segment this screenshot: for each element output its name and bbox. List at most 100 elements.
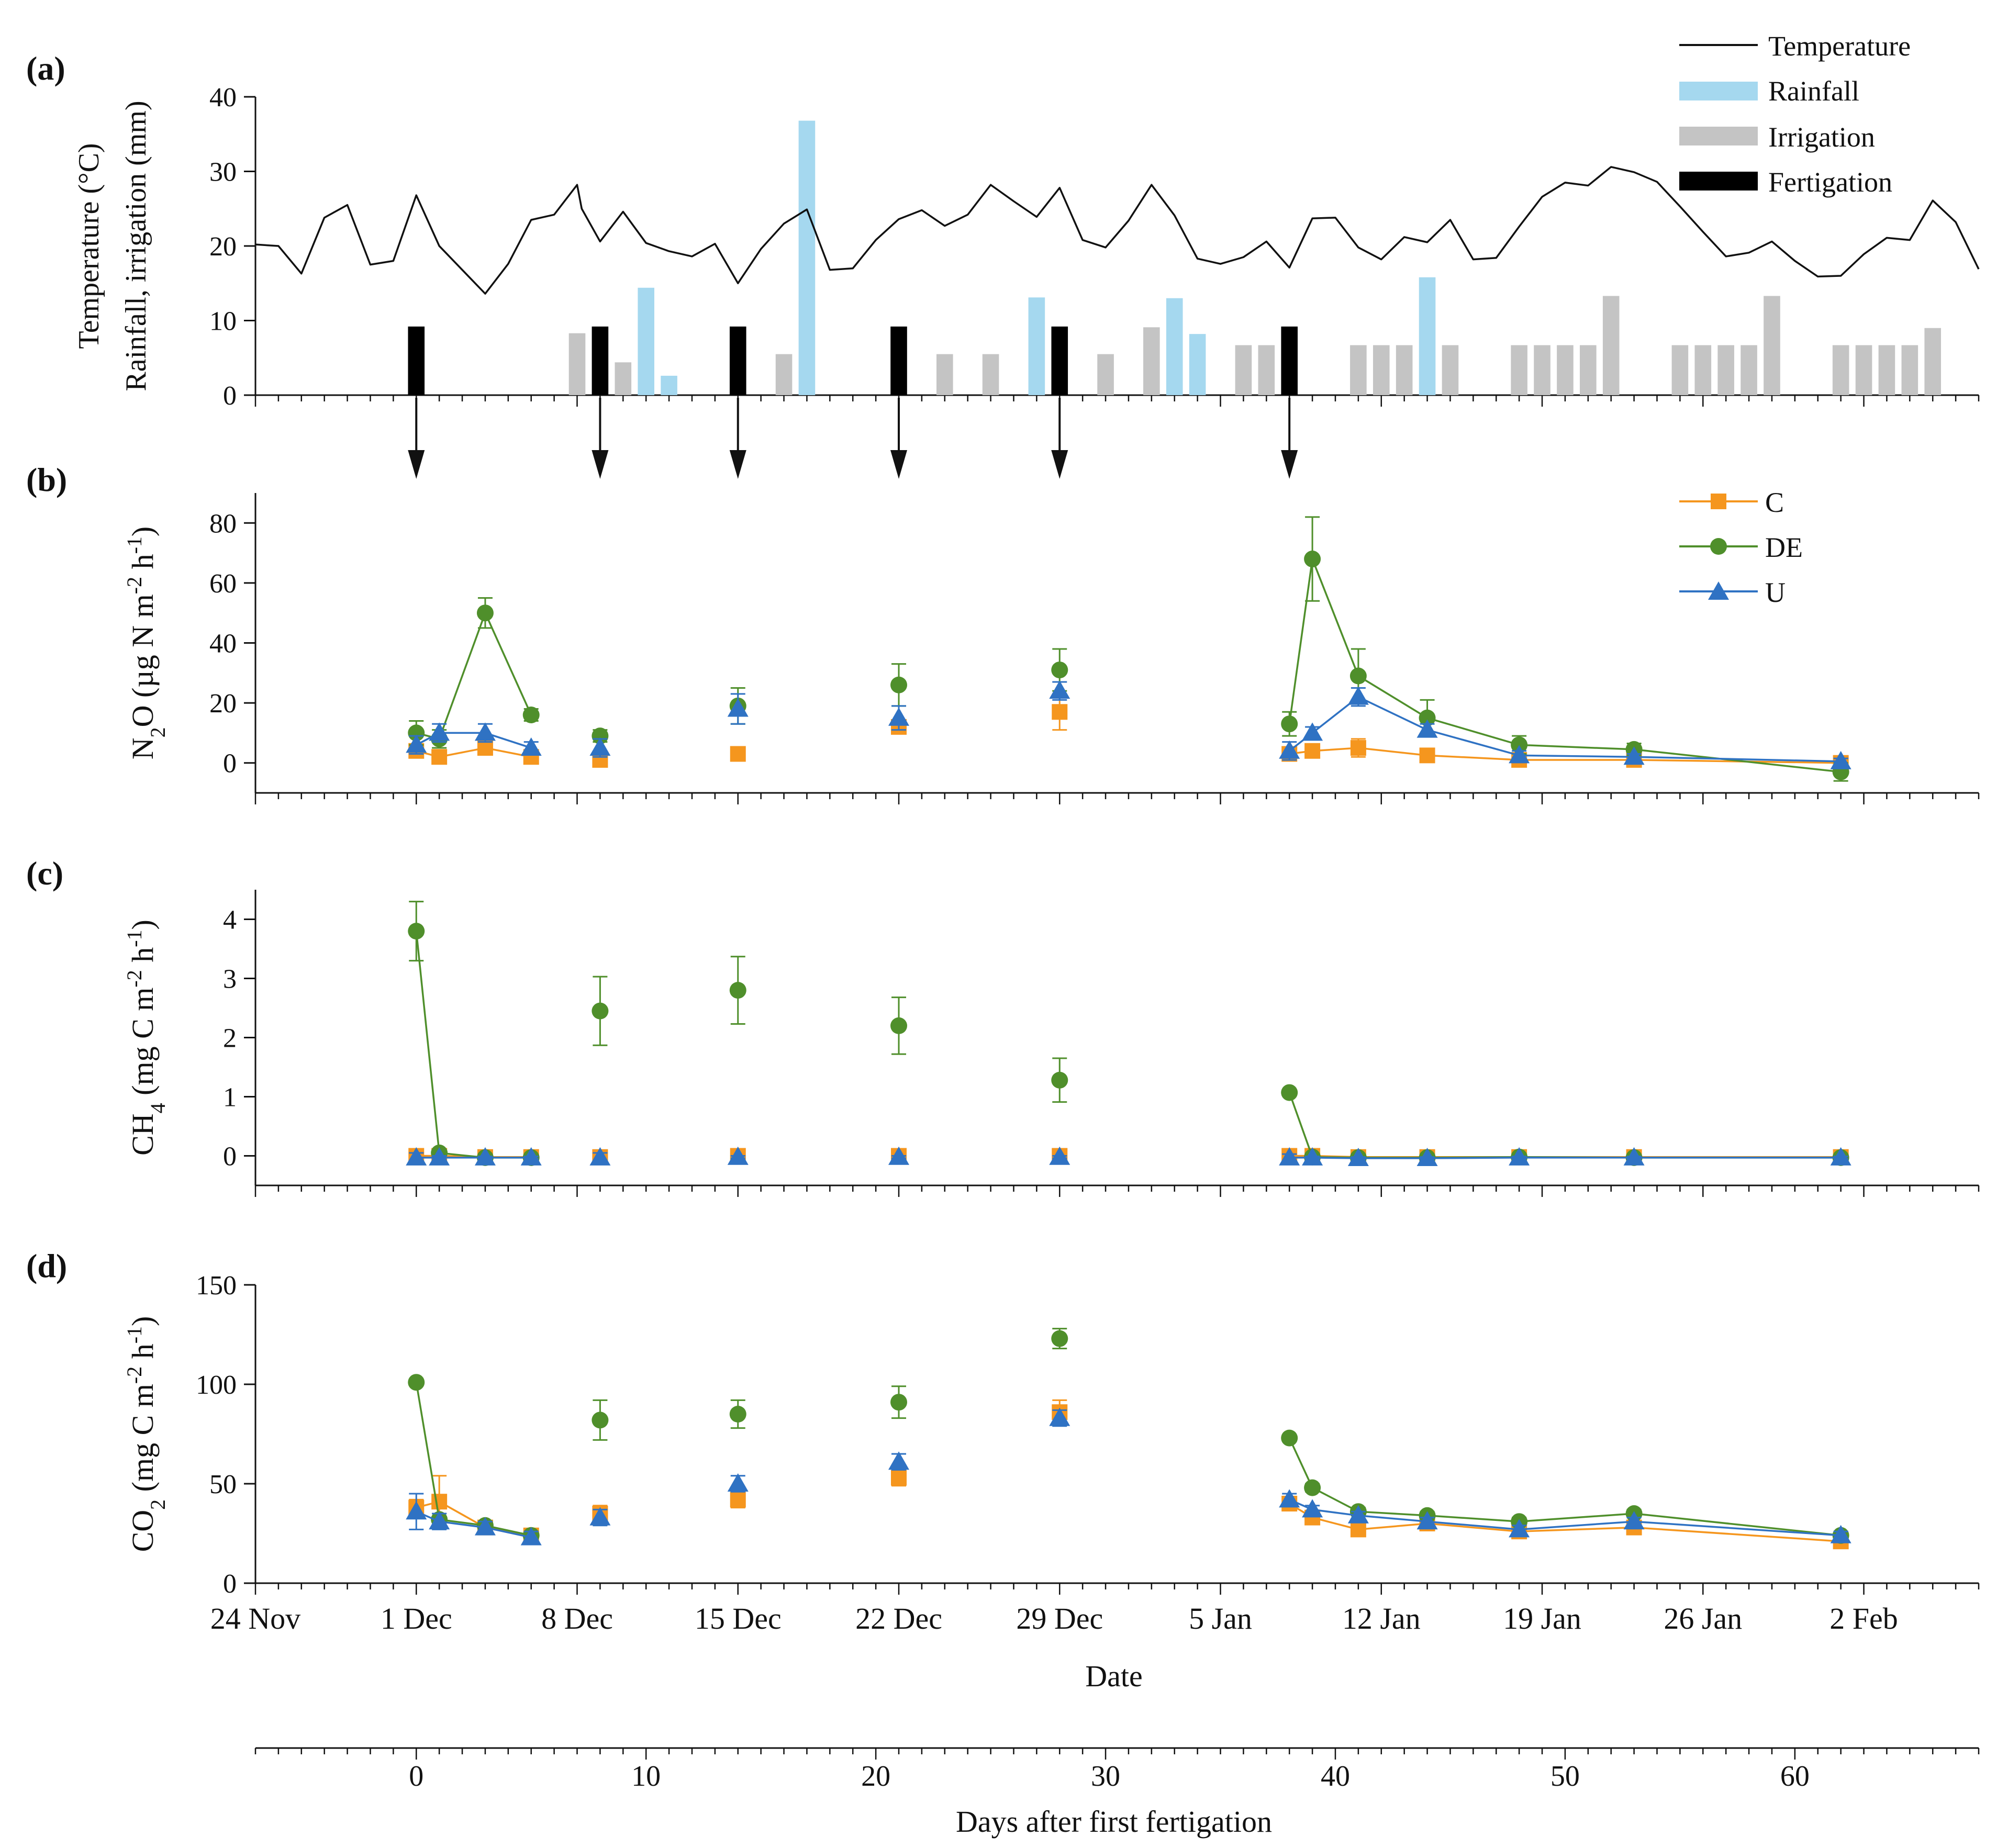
bar-rainfall bbox=[661, 375, 677, 395]
panel-b-point-de bbox=[1304, 551, 1321, 568]
panel-c-point-u bbox=[1302, 1147, 1323, 1166]
panel-d-point-u bbox=[406, 1501, 427, 1520]
bar-irrigation bbox=[1143, 327, 1160, 395]
panel-c-point-u bbox=[1347, 1148, 1369, 1167]
panel-d-ylabel-part: -2 bbox=[122, 1367, 146, 1384]
days-tick-label: 10 bbox=[631, 1760, 661, 1793]
panel-b-point-u bbox=[1416, 719, 1438, 738]
panel-b-point-u bbox=[1509, 745, 1530, 764]
panel-d-point-u bbox=[429, 1511, 450, 1530]
panel-d-point-c bbox=[431, 1494, 448, 1510]
days-tick-label: 60 bbox=[1780, 1760, 1810, 1793]
panel-c-ylabel: CH4 (mg C m-2 h-1) bbox=[122, 920, 170, 1156]
fertigation-arrows bbox=[408, 398, 1298, 479]
panel-c-ylabel-part: h bbox=[126, 947, 160, 970]
panel-a-ytick-label: 0 bbox=[223, 381, 237, 411]
panel-d-point-de bbox=[1051, 1330, 1068, 1347]
bar-irrigation bbox=[1694, 345, 1712, 395]
fertigation-arrow-head bbox=[729, 450, 746, 479]
panel-label-c: (c) bbox=[26, 855, 63, 892]
panel-b-ylabel-part: h bbox=[126, 554, 160, 577]
bar-fertigation bbox=[1281, 326, 1298, 395]
legend-swatch-fertigation bbox=[1679, 172, 1758, 191]
panel-b-point-de bbox=[1419, 709, 1436, 726]
legend-marker-u bbox=[1708, 581, 1729, 600]
panel-c-point-u bbox=[1049, 1146, 1070, 1165]
date-tick-label: 2 Feb bbox=[1829, 1601, 1898, 1636]
panel-d-ylabel: CO2 (mg C m-2 h-1) bbox=[122, 1316, 170, 1552]
legend-swatch-irrigation bbox=[1679, 127, 1758, 145]
bar-irrigation bbox=[1235, 345, 1252, 395]
panel-d-ylabel-part: -1 bbox=[122, 1326, 146, 1343]
panel-d-point-u bbox=[589, 1507, 611, 1526]
panel-d-point-u bbox=[1347, 1505, 1369, 1524]
panel-d-point-u bbox=[727, 1473, 749, 1492]
panel-c-point-de bbox=[1051, 1071, 1068, 1089]
panel-b-point-u bbox=[520, 737, 542, 756]
bar-irrigation bbox=[1671, 345, 1689, 395]
bar-irrigation bbox=[1511, 345, 1527, 395]
panel-b-ylabel-part: -2 bbox=[122, 577, 146, 594]
panel-c-ytick-label: 4 bbox=[223, 905, 237, 935]
panel-b-point-u bbox=[888, 707, 910, 726]
legend-marker-de bbox=[1710, 538, 1727, 555]
legend-label-c: C bbox=[1765, 487, 1784, 518]
date-axis-title: Date bbox=[1085, 1659, 1143, 1693]
legend-label-temperature: Temperature bbox=[1768, 30, 1911, 62]
panel-a-ylabel-rain-irrigation: Rainfall, irrigation (mm) bbox=[120, 100, 152, 391]
panel-d-ylabel-part: CO bbox=[126, 1510, 160, 1552]
fertigation-arrow-head bbox=[890, 450, 908, 479]
date-tick-label: 22 Dec bbox=[855, 1601, 942, 1636]
panel-c-point-u bbox=[474, 1147, 496, 1166]
panel-b-ylabel-part: ) bbox=[126, 527, 160, 536]
panel-c-ylabel-part: -1 bbox=[122, 929, 146, 947]
date-tick-label: 15 Dec bbox=[695, 1601, 782, 1636]
bar-rainfall bbox=[798, 120, 816, 396]
date-tick-label: 5 Jan bbox=[1189, 1601, 1252, 1636]
date-tick-label: 29 Dec bbox=[1016, 1601, 1103, 1636]
panel-c-ylabel-part: CH bbox=[126, 1113, 160, 1156]
panel-b-point-u bbox=[1302, 722, 1323, 741]
bar-rainfall bbox=[1028, 297, 1045, 395]
panel-b-line-de bbox=[416, 610, 532, 740]
panel-d-ylabel-part: h bbox=[126, 1343, 160, 1367]
legend-label-irrigation: Irrigation bbox=[1768, 121, 1875, 153]
panel-b-point-de bbox=[476, 604, 494, 622]
panel-b-point-c bbox=[1350, 740, 1366, 756]
panel-c-point-de bbox=[890, 1017, 908, 1034]
date-tick-label: 1 Dec bbox=[381, 1601, 452, 1636]
panel-b-point-u bbox=[589, 737, 611, 756]
bar-irrigation bbox=[1350, 345, 1367, 395]
panel-d-point-c bbox=[730, 1492, 746, 1508]
bar-irrigation bbox=[1764, 296, 1780, 395]
bar-irrigation bbox=[615, 362, 632, 395]
bar-irrigation bbox=[1097, 354, 1114, 395]
panel-d-plot: 0 50 100 150 CO2 (mg C m-2 h-1) bbox=[122, 1271, 1980, 1599]
fertigation-arrow-head bbox=[408, 450, 425, 479]
panel-c-ylabel-part: (mg C m bbox=[126, 988, 160, 1103]
panel-c-point-u bbox=[1279, 1147, 1300, 1166]
panel-d-point-u bbox=[1416, 1511, 1438, 1530]
bar-irrigation bbox=[1373, 345, 1390, 395]
panel-b-point-u bbox=[1623, 746, 1645, 765]
panel-d-point-u bbox=[1509, 1519, 1530, 1538]
legend-label-fertigation: Fertigation bbox=[1768, 166, 1892, 198]
bar-irrigation bbox=[1878, 345, 1895, 395]
panel-c-point-de bbox=[408, 923, 425, 940]
panel-a-ytick-label: 10 bbox=[209, 307, 237, 337]
panel-d-point-c bbox=[891, 1470, 907, 1486]
panel-d-point-u bbox=[1623, 1511, 1645, 1530]
panel-d-ytick-label: 150 bbox=[196, 1271, 237, 1301]
panel-b-point-de bbox=[1051, 662, 1068, 679]
days-tick-label: 40 bbox=[1321, 1760, 1350, 1793]
panel-b-point-u bbox=[1830, 751, 1851, 769]
panel-a-ytick-label: 40 bbox=[209, 83, 237, 113]
panel-d-point-de bbox=[1304, 1479, 1321, 1496]
fertigation-arrow-head bbox=[592, 450, 609, 479]
panel-d-point-u bbox=[1279, 1489, 1300, 1508]
panel-d-point-de bbox=[592, 1412, 609, 1429]
panel-b-point-u bbox=[429, 722, 450, 741]
bar-rainfall bbox=[1166, 298, 1183, 395]
bar-fertigation bbox=[729, 326, 746, 395]
